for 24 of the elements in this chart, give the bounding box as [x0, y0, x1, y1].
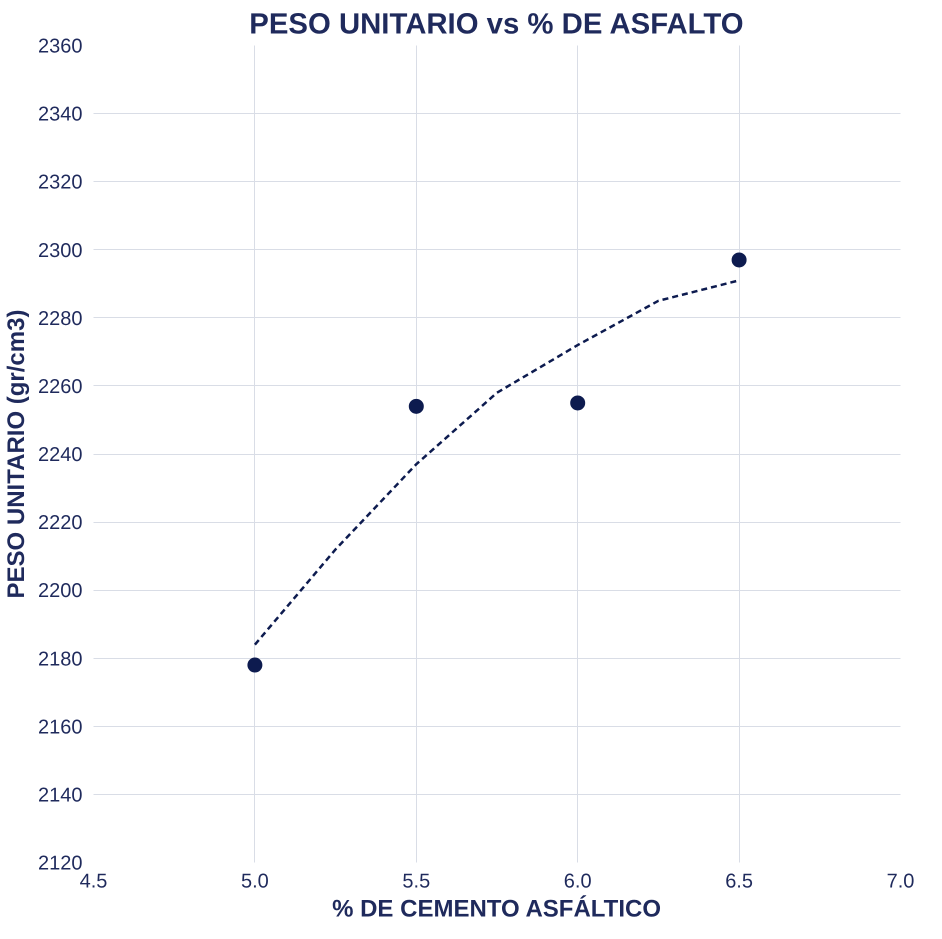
point — [247, 658, 262, 673]
y-tick-label: 2160 — [38, 716, 83, 738]
x-tick-label: 5.5 — [402, 870, 430, 892]
x-tick-label: 7.0 — [886, 870, 914, 892]
y-tick-label: 2260 — [38, 376, 83, 398]
y-axis-title: PESO UNITARIO (gr/cm3) — [3, 310, 30, 598]
x-tick-label: 6.5 — [725, 870, 754, 892]
y-tick-label: 2240 — [38, 444, 83, 466]
y-tick-label: 2200 — [38, 580, 83, 602]
point — [570, 395, 586, 410]
y-tick-label: 2300 — [38, 240, 83, 262]
point — [408, 398, 424, 414]
x-tick-label: 6.0 — [564, 870, 592, 892]
y-tick-label: 2340 — [38, 104, 83, 126]
y-tick-label: 2360 — [38, 36, 83, 58]
y-tick-label: 2140 — [38, 784, 83, 806]
y-tick-label: 2180 — [38, 648, 83, 670]
chart-title: PESO UNITARIO vs % DE ASFALTO — [249, 8, 744, 40]
y-tick-label: 2280 — [38, 308, 83, 330]
y-tick-label: 2320 — [38, 172, 83, 194]
y-tick-label: 2220 — [38, 512, 83, 534]
x-tick-label: 5.0 — [241, 870, 269, 892]
point — [732, 252, 747, 268]
x-axis-title: % DE CEMENTO ASFÁLTICO — [332, 894, 662, 922]
